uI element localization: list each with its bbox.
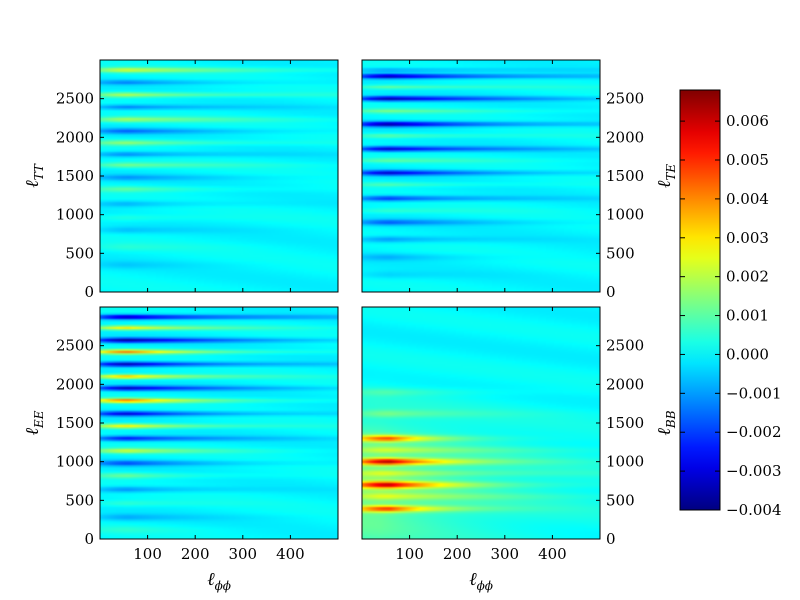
x-tick-label: 100 bbox=[395, 545, 424, 563]
colorbar-tick-label: 0.003 bbox=[726, 229, 769, 247]
y-tick-label: 500 bbox=[65, 491, 94, 509]
colorbar-tick-label: 0.006 bbox=[726, 112, 769, 130]
y-tick-label: 1000 bbox=[606, 206, 644, 224]
y-tick-label: 1000 bbox=[56, 453, 94, 471]
y-tick-label: 1000 bbox=[56, 206, 94, 224]
y-tick-label: 500 bbox=[606, 244, 635, 262]
y-tick-label: 500 bbox=[65, 244, 94, 262]
y-tick-label: 2500 bbox=[56, 90, 94, 108]
x-tick-label: 200 bbox=[181, 545, 210, 563]
y-tick-label: 1000 bbox=[606, 453, 644, 471]
colorbar: −0.004 −0.003 −0.002 −0.001 0.000 0.001 0.002 0… bbox=[679, 89, 782, 519]
colorbar-tick-label: 0.001 bbox=[726, 307, 769, 325]
colorbar-frame bbox=[679, 89, 721, 511]
panel-te: 0 500 1000 1500 2000 2500 ℓTE bbox=[361, 59, 678, 301]
y-tick-label: 0 bbox=[84, 530, 94, 548]
colorbar-tick-label: 0.005 bbox=[726, 151, 769, 169]
colorbar-tick-label: 0.004 bbox=[726, 190, 769, 208]
x-axis-label: ℓϕϕ bbox=[469, 569, 493, 593]
y-tick-label: 1500 bbox=[56, 167, 94, 185]
y-tick-label: 2500 bbox=[606, 90, 644, 108]
colorbar-tick-label: 0.002 bbox=[726, 268, 769, 286]
y-tick-label: 2500 bbox=[56, 337, 94, 355]
y-axis-label-tt: ℓTT bbox=[22, 163, 46, 188]
y-tick-label: 500 bbox=[606, 491, 635, 509]
panel-bb: 0 500 1000 1500 2000 2500 100 200 300 400 ℓBB ℓϕϕ bbox=[361, 306, 678, 593]
heatmap-bb bbox=[362, 307, 600, 539]
y-tick-label: 2000 bbox=[56, 128, 94, 146]
colorbar-tick-label: −0.003 bbox=[726, 462, 782, 480]
y-tick-label: 0 bbox=[606, 530, 616, 548]
y-tick-label: 1500 bbox=[606, 167, 644, 185]
x-tick-label: 100 bbox=[133, 545, 162, 563]
y-axis-label-te: ℓTE bbox=[654, 164, 678, 189]
colorbar-gradient bbox=[680, 90, 720, 510]
x-axis-label: ℓϕϕ bbox=[207, 569, 231, 593]
colorbar-tick-label: 0.000 bbox=[726, 345, 769, 363]
x-tick-label: 300 bbox=[490, 545, 519, 563]
y-tick-label: 1500 bbox=[56, 414, 94, 432]
panel-ee: 0 500 1000 1500 2000 2500 100 200 300 400 ℓEE ℓϕϕ bbox=[22, 306, 339, 593]
panels: 05001000150020002500ℓTT05001000150020002… bbox=[22, 59, 678, 593]
y-tick-label: 0 bbox=[606, 283, 616, 301]
x-tick-label: 400 bbox=[276, 545, 305, 563]
y-tick-label: 2000 bbox=[56, 375, 94, 393]
heatmap-tt bbox=[100, 60, 338, 292]
colorbar-tick-label: −0.004 bbox=[726, 501, 782, 519]
y-axis-label-bb: ℓBB bbox=[654, 410, 678, 435]
y-tick-label: 0 bbox=[84, 283, 94, 301]
colorbar-tick-label: −0.002 bbox=[726, 423, 782, 441]
y-tick-label: 2500 bbox=[606, 337, 644, 355]
colorbar-tick-label: −0.001 bbox=[726, 384, 782, 402]
heatmap-ee bbox=[100, 307, 338, 539]
panel-tt: 0 500 1000 1500 2000 2500 ℓTT bbox=[22, 59, 339, 301]
x-tick-label: 400 bbox=[538, 545, 567, 563]
heatmap-te bbox=[362, 60, 600, 292]
y-tick-label: 2000 bbox=[606, 128, 644, 146]
y-axis-label-ee: ℓEE bbox=[22, 410, 46, 435]
x-tick-label: 200 bbox=[443, 545, 472, 563]
y-tick-label: 2000 bbox=[606, 375, 644, 393]
x-tick-label: 300 bbox=[228, 545, 257, 563]
y-tick-label: 1500 bbox=[606, 414, 644, 432]
